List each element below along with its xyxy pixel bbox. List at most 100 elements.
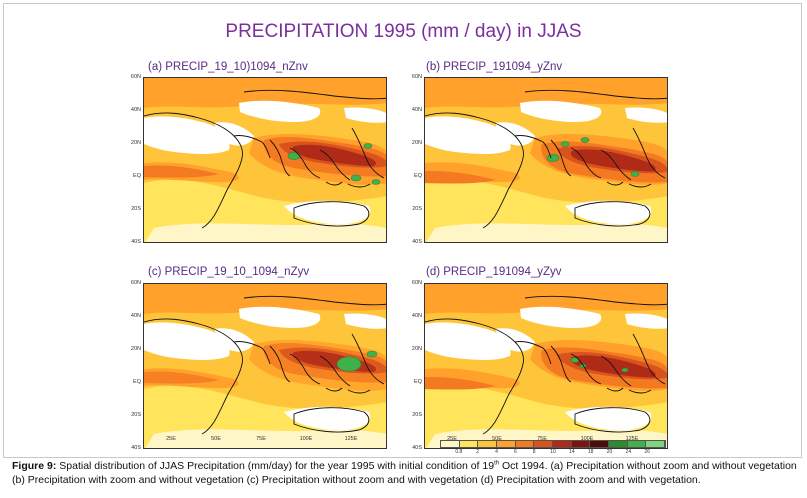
heavy-precip-region (560, 141, 570, 147)
panel-d-title: (d) PRECIP_191094_yZyv (426, 266, 562, 278)
longitude-tick-label: 125E (344, 436, 358, 442)
precip-map-svg (425, 78, 667, 242)
coastline (550, 345, 572, 383)
precip-map-svg (144, 284, 386, 448)
latitude-tick-label: 40S (131, 445, 141, 451)
colorbar-tick-label: 6 (513, 449, 517, 455)
precip-map-svg (425, 284, 667, 448)
latitude-tick-label: EQ (414, 173, 422, 179)
longitude-tick-label: 50E (211, 436, 221, 442)
dry-land-region (425, 322, 511, 360)
longitude-tick-label: 25E (447, 436, 457, 442)
latitude-tick-label: 20N (411, 140, 422, 146)
latitude-tick-label: 20S (131, 412, 141, 418)
dry-land-region (284, 200, 371, 224)
coastline (325, 181, 343, 186)
heavy-precip-region (371, 179, 381, 185)
precip-map-svg (144, 78, 386, 242)
heavy-precip-region (546, 154, 560, 162)
heavy-precip-region (580, 137, 590, 143)
latitude-tick-label: 40S (131, 239, 141, 245)
caption-text-2: Oct 1994. (a) Precipitation without zoom… (12, 460, 797, 486)
dry-land-region (520, 100, 602, 122)
longitude-tick-label: 100E (299, 436, 313, 442)
coastline (628, 389, 652, 394)
colorbar-box (590, 441, 610, 447)
colorbar-tick-label: 24 (625, 449, 632, 455)
dry-land-region (520, 306, 602, 328)
colorbar-box (478, 441, 498, 447)
precip-contour (425, 377, 496, 390)
coastline (289, 353, 321, 385)
map-panel-d (424, 283, 668, 449)
latitude-tick-label: 20N (411, 346, 422, 352)
coastline (325, 387, 343, 392)
colorbar-tick-label: 20 (606, 449, 613, 455)
heavy-precip-region (336, 356, 362, 372)
coastline (574, 201, 651, 227)
coastline (514, 135, 552, 159)
dry-land-region (425, 116, 511, 154)
coastline (425, 112, 524, 229)
precip-contour (145, 223, 386, 242)
longitude-tick-label: 100E (580, 436, 594, 442)
colorbar-box (497, 441, 516, 447)
coastline (319, 355, 351, 387)
coastline (319, 149, 351, 181)
caption-text-1: Spatial distribution of JJAS Precipitati… (56, 460, 495, 472)
precip-contour (292, 144, 377, 166)
latitude-tick-label: 20S (412, 206, 422, 212)
coastline (570, 147, 602, 179)
coastline (243, 89, 386, 100)
colorbar-box (515, 441, 535, 447)
coastline (524, 89, 667, 100)
dry-land-region (625, 313, 667, 329)
dry-land-region (625, 107, 667, 123)
coastline (233, 341, 271, 365)
coastline (269, 139, 291, 177)
heavy-precip-region (621, 367, 629, 373)
coastline (144, 318, 243, 435)
coastline (632, 333, 666, 385)
precip-contour (425, 171, 496, 184)
latitude-tick-label: 40N (130, 313, 141, 319)
precip-contour (145, 429, 386, 448)
colorbar-tick-label: 0.8 (455, 449, 463, 455)
precip-contour (144, 78, 386, 108)
panel-b-title: (b) PRECIP_191094_yZnv (426, 61, 563, 73)
dry-land-region (344, 313, 386, 329)
coastline (606, 387, 624, 392)
colorbar (440, 440, 666, 448)
coastline (606, 181, 624, 186)
coastline (289, 147, 321, 179)
caption-sup: th (494, 460, 500, 467)
map-panel-b (424, 77, 668, 243)
colorbar-box (459, 441, 479, 447)
coastline (600, 355, 632, 387)
latitude-tick-label: 40S (412, 445, 422, 451)
coastline (632, 127, 666, 179)
coastline (570, 353, 602, 385)
latitude-tick-label: 60N (411, 74, 422, 80)
precip-contour (426, 223, 667, 242)
coastline (293, 407, 370, 433)
colorbar-tick-label: 8 (532, 449, 536, 455)
precip-contour (144, 165, 219, 178)
coastline (425, 318, 524, 435)
dry-land-region (565, 406, 652, 430)
latitude-tick-label: 40S (412, 239, 422, 245)
longitude-tick-label: 125E (625, 436, 639, 442)
colorbar-box (441, 441, 460, 447)
coastline (600, 149, 632, 181)
latitude-tick-label: EQ (414, 379, 422, 385)
coastline (351, 127, 385, 179)
panel-c-title: (c) PRECIP_19_10_1094_nZyv (148, 266, 310, 278)
precip-contour (425, 284, 667, 314)
figure-caption: Figure 9: Spatial distribution of JJAS P… (12, 460, 797, 487)
latitude-tick-label: EQ (133, 379, 141, 385)
coastline (351, 333, 385, 385)
dry-land-region (239, 306, 321, 328)
coastline (347, 183, 371, 188)
colorbar-box (646, 441, 666, 447)
map-panel-a (143, 77, 387, 243)
